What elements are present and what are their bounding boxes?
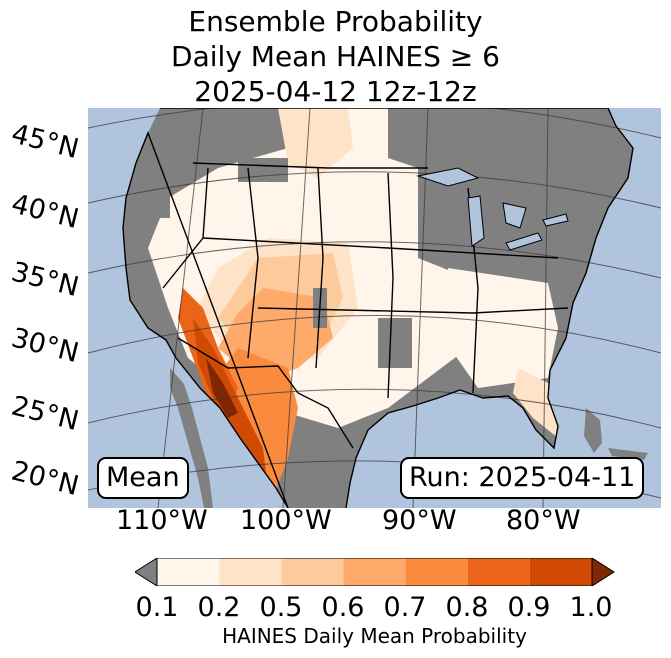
lake-erie <box>505 232 543 251</box>
lat-label-35n: 35°N <box>8 256 82 304</box>
colorbar-label: HAINES Daily Mean Probability <box>222 624 527 648</box>
colorbar-bin-0.9-1 <box>529 558 592 586</box>
colorbar-bin-0.1-0.2 <box>157 558 220 586</box>
colorbar-bin-0.5-0.6 <box>281 558 344 586</box>
lon-label-90w: 90°W <box>382 505 457 536</box>
stat-label-box: Mean <box>97 457 189 499</box>
colorbar-bin-0.8-0.9 <box>467 558 530 586</box>
colorbar <box>135 558 615 586</box>
probability-map <box>88 108 661 508</box>
great-lakes <box>416 167 569 251</box>
prob-bin-0.1-southeast <box>443 268 558 388</box>
lon-label-100w: 100°W <box>240 505 332 536</box>
lon-label-110w: 110°W <box>116 505 208 536</box>
meridian-110w <box>157 108 204 508</box>
lat-label-25n: 25°N <box>8 390 82 438</box>
lon-label-80w: 80°W <box>506 505 581 536</box>
colorbar-bin-0.6-0.7 <box>343 558 406 586</box>
lat-label-40n: 40°N <box>8 188 82 236</box>
state-line-mountain <box>247 167 259 359</box>
prob-bin-0.2-florida <box>513 368 558 438</box>
colorbar-tick-0.8: 0.8 <box>445 592 489 623</box>
below-threshold-patch <box>238 158 288 182</box>
state-line-plains <box>315 167 324 369</box>
meridian-80w <box>542 108 549 508</box>
colorbar-tick-0.6: 0.6 <box>321 592 365 623</box>
colorbar-tick-1.0: 1.0 <box>569 592 613 623</box>
colorbar-bin-0.2-0.5 <box>219 558 282 586</box>
lat-label-45n: 45°N <box>8 118 82 166</box>
below-threshold-patch <box>148 188 170 218</box>
florida-tip <box>584 408 602 453</box>
title-line-1: Ensemble Probability <box>188 5 483 38</box>
colorbar-under-arrow <box>135 558 158 586</box>
parallel-25n <box>88 388 661 429</box>
lake-michigan <box>467 195 485 247</box>
state-line-latitude-2 <box>257 307 569 314</box>
lat-label-20n: 20°N <box>8 455 82 503</box>
prob-bin-0.2-north <box>278 108 353 178</box>
colorbar-tick-0.9: 0.9 <box>507 592 551 623</box>
probability-field <box>148 108 558 498</box>
lat-label-30n: 30°N <box>8 322 82 370</box>
colorbar-tick-0.5: 0.5 <box>259 592 303 623</box>
prob-bin-1.0 <box>206 358 238 418</box>
colorbar-tick-0.2: 0.2 <box>197 592 241 623</box>
border-mexico <box>177 337 354 449</box>
coastline <box>122 108 634 508</box>
state-line-central <box>387 172 394 399</box>
boundaries <box>122 108 634 508</box>
state-line-latitude-1 <box>202 237 559 259</box>
parallel-35n <box>88 241 661 279</box>
colorbar-over-arrow <box>591 558 615 586</box>
lake-ontario <box>542 213 569 227</box>
colorbar-bin-0.7-0.8 <box>405 558 468 586</box>
title-line-3: 2025-04-12 12z-12z <box>194 75 477 108</box>
parallel-45n <box>88 108 661 139</box>
colorbar-tick-0.7: 0.7 <box>383 592 427 623</box>
title-line-2: Daily Mean HAINES ≥ 6 <box>171 40 500 73</box>
run-label-box: Run: 2025-04-11 <box>400 457 645 499</box>
colorbar-tick-0.1: 0.1 <box>135 592 179 623</box>
below-threshold-patch <box>378 318 412 368</box>
parallel-30n <box>88 315 661 354</box>
border-north <box>192 162 428 169</box>
colorbar-bins <box>156 558 593 586</box>
meridian-100w <box>282 108 311 508</box>
lake-superior <box>416 167 480 187</box>
baja-peninsula <box>170 368 213 508</box>
lake-huron <box>502 202 527 229</box>
